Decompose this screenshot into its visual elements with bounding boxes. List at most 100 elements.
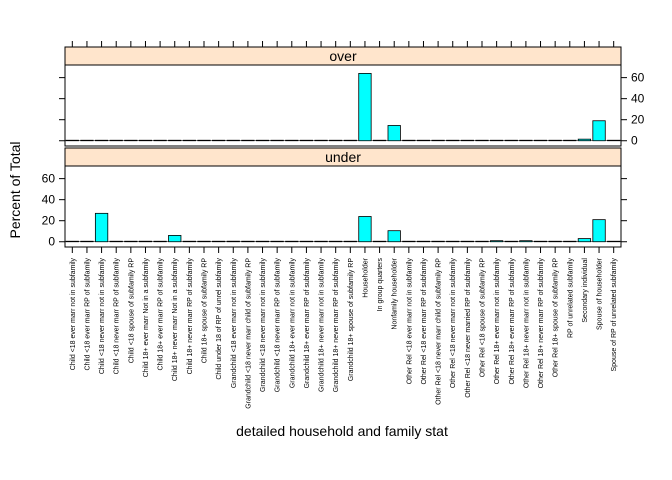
bar: [402, 240, 416, 243]
x-tick-label: Other Rel <18 never marr child of subfam…: [436, 258, 443, 405]
bar: [329, 139, 343, 142]
x-tick-label: Nonfamily householder: [392, 257, 399, 329]
bar: [65, 240, 79, 243]
panel-frame: [64, 165, 622, 248]
x-tick-label: Other Rel 18+ never marr RP of subfamily: [538, 258, 545, 389]
y-tick-label: 20: [631, 113, 645, 127]
bar: [241, 240, 255, 243]
x-tick-label: Secondary individual: [582, 258, 589, 323]
bar: [168, 235, 182, 243]
bar: [212, 240, 226, 243]
x-tick-label: Other Rel <18 never marr not in subfamil…: [450, 258, 457, 389]
x-tick-label: Spouse of householder: [597, 257, 604, 330]
bar: [446, 240, 460, 243]
x-tick-labels: Child <18 ever marr not in subfamily Chil…: [70, 257, 618, 408]
bar: [109, 139, 123, 142]
bar: [446, 139, 460, 142]
bar: [94, 212, 109, 243]
bar: [182, 139, 196, 142]
y-tick-label: 0: [631, 134, 638, 148]
bar: [577, 238, 592, 243]
y-tick-label: 20: [42, 214, 56, 228]
bar: [372, 240, 387, 243]
bar: [416, 139, 431, 142]
bar: [431, 139, 445, 142]
x-tick-label: Other Rel <18 spouse of subfamily RP: [480, 258, 487, 378]
bar: [504, 139, 518, 142]
bar: [94, 139, 109, 142]
bar: [255, 240, 270, 243]
x-tick-label: Other Rel <18 ever marr RP of subfamily: [421, 258, 428, 385]
bar: [533, 139, 548, 142]
bar: [460, 139, 474, 142]
bar: [285, 240, 299, 243]
bar: [343, 240, 357, 243]
bar: [80, 139, 94, 142]
x-tick-label: Spouse of RP of unrelated subfamily: [611, 258, 618, 372]
bar: [607, 139, 621, 142]
bar: [270, 240, 284, 243]
x-tick-label: Grandchild 18+ spouse of subfamily RP: [348, 258, 355, 381]
bar: [212, 139, 226, 142]
bar: [490, 240, 504, 243]
bar: [475, 240, 489, 243]
panel-strip-label: over: [329, 48, 357, 64]
panel-over: over 0 20 40 60: [59, 46, 645, 148]
x-tick-label: Child 18+ never marr Not in a subfamily: [172, 258, 179, 382]
x-tick-label: Grandchild 18+ ever marr RP of subfamily: [304, 258, 311, 389]
y-tick-label: 0: [48, 235, 55, 249]
x-tick-label: Grandchild <18 ever marr not in subfamil…: [231, 258, 238, 389]
x-tick-label: Grandchild 18+ never marr not in subfami…: [319, 258, 326, 393]
bar: [548, 240, 562, 243]
x-tick-label: Child <18 never marr RP of subfamily: [114, 258, 121, 375]
bar: [387, 125, 401, 142]
bar: [314, 139, 328, 142]
x-tick-label: Other Rel 18+ spouse of subfamily RP: [553, 258, 560, 378]
x-tick-label: RP of unrelated subfamily: [567, 258, 574, 339]
y-axis-label: Percent of Total: [7, 141, 23, 238]
bar: [182, 240, 196, 243]
x-ticks-top: [71, 41, 615, 47]
bar: [168, 139, 182, 142]
bar: [387, 230, 401, 243]
bar: [592, 219, 606, 243]
bar: [80, 240, 94, 243]
bar: [519, 139, 533, 142]
bar: [241, 139, 255, 142]
y-tick-label: 40: [42, 193, 56, 207]
bar: [358, 73, 372, 142]
x-tick-label: Child <18 never marr not in subfamily: [99, 258, 106, 375]
bar: [153, 240, 167, 243]
bar: [460, 240, 474, 243]
bar: [607, 240, 621, 243]
bar: [65, 139, 79, 142]
y-tick-label: 60: [42, 172, 56, 186]
x-tick-label: Other Rel 18+ ever marr RP of subfamily: [509, 258, 516, 385]
x-tick-label: Grandchild <18 never marr RP of subfamil…: [275, 258, 282, 393]
bar: [226, 139, 240, 142]
x-tick-label: Child <18 spouse of subfamily RP: [128, 258, 135, 364]
bar: [563, 139, 577, 142]
bar: [197, 139, 211, 142]
bar: [299, 240, 314, 243]
bar: [431, 240, 445, 243]
x-tick-label: Child <18 ever marr RP of subfamily: [84, 258, 91, 371]
x-tick-label: Grandchild 18+ never marr RP of subfamil…: [333, 258, 340, 393]
x-tick-label: In group quarters: [377, 258, 384, 312]
bar: [343, 139, 357, 142]
y-tick-label: 40: [631, 92, 645, 106]
panel-frame: [64, 64, 622, 147]
x-tick-label: Other Rel 18+ never marr not in subfamil…: [523, 258, 530, 389]
x-tick-label: Child <18 ever marr not in subfamily: [70, 258, 77, 371]
panel-strip-label: under: [325, 149, 361, 165]
bar: [153, 139, 167, 142]
bar: [124, 139, 138, 142]
bar: [563, 240, 577, 243]
x-tick-label: Grandchild <18 never marr child of subfa…: [245, 258, 252, 409]
bar: [285, 139, 299, 142]
bar: [255, 139, 270, 142]
x-tick-label: Other Rel 18+ ever marr not in subfamily: [494, 258, 501, 385]
bar: [226, 240, 240, 243]
bar: [519, 240, 533, 243]
